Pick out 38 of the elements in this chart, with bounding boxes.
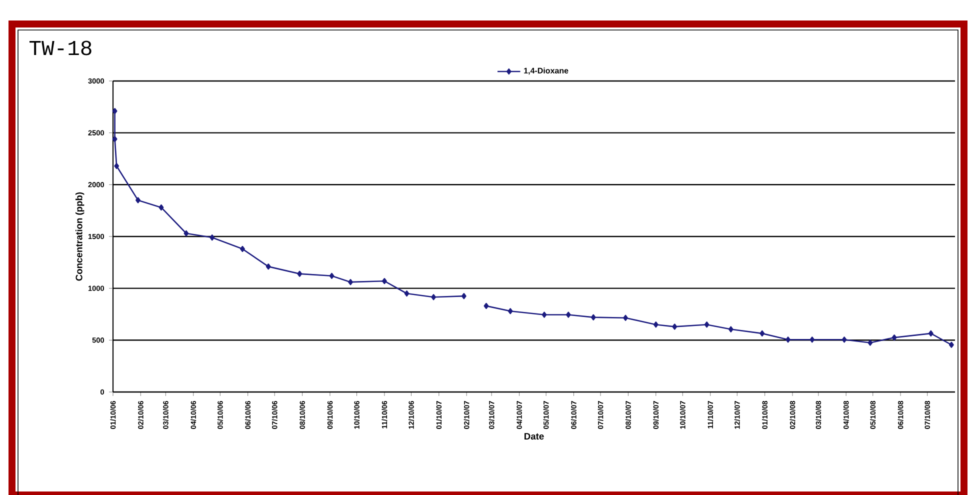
point (240, 246, 245, 252)
point (210, 234, 215, 241)
point (136, 197, 140, 204)
point (348, 279, 353, 286)
legend-label: 1,4-Dioxane (524, 68, 568, 75)
point (382, 278, 387, 284)
point (461, 293, 466, 300)
point (431, 294, 436, 300)
point (760, 330, 765, 336)
point (484, 302, 489, 310)
point (566, 312, 571, 318)
point (672, 324, 678, 330)
point (948, 342, 954, 348)
y-axis-title: Concentration (ppb) (75, 192, 84, 281)
point (508, 308, 513, 314)
point (728, 326, 734, 332)
point (653, 322, 658, 328)
point (704, 322, 710, 328)
point (297, 270, 302, 277)
point (112, 136, 118, 142)
point (542, 312, 547, 318)
point (184, 230, 189, 236)
point (892, 334, 897, 341)
point (786, 336, 791, 343)
point (590, 314, 596, 320)
x-axis-title: Date (524, 433, 544, 440)
point (158, 204, 164, 211)
chart-title: TW-18 (30, 40, 92, 56)
point (114, 162, 120, 170)
point (842, 336, 847, 343)
point (112, 108, 118, 114)
point (623, 314, 628, 321)
point (810, 336, 815, 343)
point (404, 290, 410, 297)
point (868, 340, 873, 346)
point (266, 263, 271, 270)
point (928, 330, 934, 336)
point (329, 272, 334, 279)
